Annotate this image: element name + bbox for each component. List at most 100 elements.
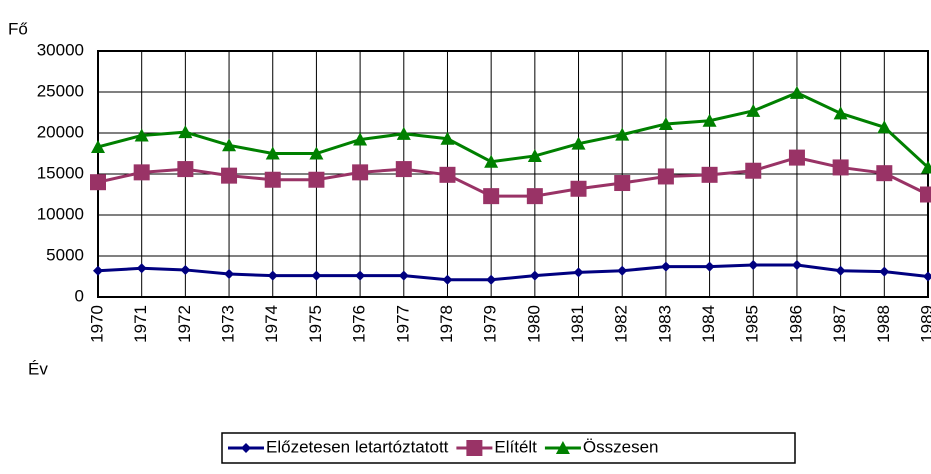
marker — [177, 161, 194, 178]
marker — [920, 186, 931, 203]
marker — [660, 261, 671, 272]
marker — [570, 180, 587, 197]
marker — [617, 265, 628, 276]
plot-border — [97, 50, 929, 298]
marker — [921, 160, 931, 174]
x-tick-label: 1988 — [874, 305, 893, 343]
marker — [657, 168, 674, 185]
legend-label: Előzetesen letartóztatott — [266, 437, 449, 456]
marker — [833, 106, 848, 120]
y-tick-label: 30000 — [37, 40, 84, 59]
marker — [265, 146, 280, 160]
series-line — [97, 263, 929, 282]
marker — [395, 161, 412, 178]
marker — [527, 148, 542, 162]
marker — [396, 126, 411, 140]
marker — [224, 269, 235, 280]
marker — [93, 265, 103, 276]
marker — [876, 165, 893, 182]
x-tick-label: 1980 — [524, 305, 543, 343]
marker — [704, 261, 715, 272]
x-tick-label: 1978 — [437, 305, 456, 343]
marker — [439, 166, 456, 183]
x-tick-label: 1977 — [393, 305, 412, 343]
marker — [615, 127, 630, 141]
x-tick-label: 1970 — [87, 305, 106, 343]
x-tick-label: 1987 — [830, 305, 849, 343]
x-tick-label: 1981 — [568, 305, 587, 343]
legend-label: Elítélt — [494, 437, 537, 456]
marker — [746, 103, 761, 117]
marker — [353, 132, 368, 146]
marker — [571, 136, 586, 150]
marker — [398, 270, 409, 281]
marker — [788, 149, 805, 166]
marker — [180, 264, 191, 275]
y-tick-label: 10000 — [37, 204, 84, 223]
marker — [134, 128, 149, 142]
marker — [879, 266, 890, 277]
marker — [573, 267, 584, 278]
marker — [702, 113, 717, 127]
marker — [91, 139, 105, 153]
marker — [264, 171, 281, 188]
marker — [484, 154, 499, 168]
marker — [309, 146, 324, 160]
y-axis-label: Fő — [8, 19, 28, 38]
x-axis-label: Év — [28, 359, 48, 378]
marker — [526, 188, 543, 205]
marker — [745, 162, 762, 179]
marker — [486, 274, 497, 285]
x-tick-label: 1976 — [350, 305, 369, 343]
marker — [614, 175, 631, 192]
marker — [222, 138, 237, 152]
marker — [440, 131, 455, 145]
y-tick-label: 25000 — [37, 81, 84, 100]
x-tick-label: 1975 — [306, 305, 325, 343]
series-line — [97, 91, 930, 169]
marker — [789, 85, 804, 99]
marker — [529, 270, 540, 281]
marker — [442, 274, 453, 285]
marker — [178, 125, 193, 139]
x-tick-label: 1971 — [131, 305, 150, 343]
marker — [241, 443, 251, 453]
y-tick-label: 20000 — [37, 122, 84, 141]
x-tick-label: 1983 — [655, 305, 674, 343]
marker — [136, 263, 147, 274]
marker — [877, 120, 892, 134]
x-tick-label: 1985 — [743, 305, 762, 343]
marker — [466, 440, 483, 456]
marker — [658, 116, 673, 130]
marker — [267, 270, 278, 281]
legend-box — [221, 432, 796, 464]
marker — [221, 167, 238, 184]
x-tick-label: 1984 — [699, 305, 718, 343]
x-tick-label: 1979 — [481, 305, 500, 343]
x-tick-label: 1986 — [786, 305, 805, 343]
y-tick-label: 0 — [75, 286, 84, 305]
y-tick-label: 15000 — [37, 163, 84, 182]
marker — [352, 164, 369, 181]
marker — [483, 188, 500, 205]
marker — [308, 171, 325, 188]
x-tick-label: 1972 — [175, 305, 194, 343]
x-tick-label: 1973 — [219, 305, 238, 343]
x-tick-label: 1989 — [917, 305, 931, 343]
marker — [133, 164, 150, 181]
marker — [748, 260, 759, 271]
marker — [923, 271, 931, 282]
x-tick-label: 1982 — [612, 305, 631, 343]
marker — [791, 260, 802, 271]
marker — [555, 441, 570, 454]
y-tick-label: 5000 — [46, 245, 84, 264]
marker — [355, 270, 366, 281]
marker — [90, 174, 106, 191]
x-tick-label: 1974 — [262, 305, 281, 343]
marker — [835, 265, 846, 276]
marker — [701, 166, 718, 183]
marker — [311, 270, 322, 281]
legend-label: Összesen — [583, 437, 659, 456]
marker — [832, 159, 849, 176]
